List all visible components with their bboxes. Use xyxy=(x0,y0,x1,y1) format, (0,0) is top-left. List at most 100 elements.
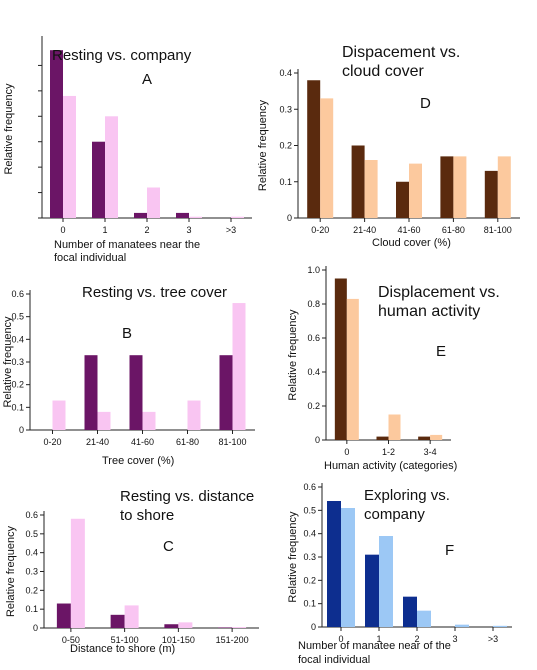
panel-c-x-tick-label: 51-100 xyxy=(111,635,139,645)
panel-b-y-tick-label: 0.1 xyxy=(11,402,24,412)
panel-d-bar xyxy=(440,156,454,218)
panel-a-y-axis-label: Relative frequency xyxy=(3,83,15,175)
panel-d-letter: D xyxy=(420,95,431,112)
panel-d-y-axis-label: Relative frequency xyxy=(257,99,269,191)
panel-e-y-tick-label: 0 xyxy=(315,435,320,445)
panel-d-x-axis-label: Cloud cover (%) xyxy=(372,237,451,249)
panel-c-letter: C xyxy=(163,538,174,555)
panel-f-bar xyxy=(403,596,417,627)
panel-c-x-axis-label: Distance to shore (m) xyxy=(70,643,175,655)
panel-e-y-axis-label: Relative frequency xyxy=(287,309,299,401)
panel-d-x-tick-label: 21-40 xyxy=(353,225,376,235)
panel-f-y-tick-label: 0.5 xyxy=(303,505,316,515)
panel-c-y-tick-label: 0.3 xyxy=(25,567,38,577)
panel-f-y-axis-label: Relative frequency xyxy=(287,511,299,603)
panel-f-bar xyxy=(327,501,341,627)
panel-a-x-axis-label: Number of manatees near the xyxy=(54,239,200,251)
panel-c-y-tick-label: 0.4 xyxy=(25,548,38,558)
panel-c-x-tick-label: 151-200 xyxy=(216,635,249,645)
panel-a-bar xyxy=(231,216,244,218)
panel-a-x-tick-label: >3 xyxy=(226,225,236,235)
panel-b-y-tick-label: 0.2 xyxy=(11,380,24,390)
panel-e-bar xyxy=(334,278,347,440)
panel-b-x-tick-label: 41-60 xyxy=(131,437,154,447)
panel-e-title: human activity xyxy=(378,303,480,320)
panel-e-letter: E xyxy=(436,343,446,360)
panel-b-bar xyxy=(142,411,156,430)
panel-c-y-tick-label: 0.5 xyxy=(25,529,38,539)
panel-a-bar xyxy=(134,212,147,218)
panel-e-bar xyxy=(346,298,359,440)
panel-e-y-tick-label: 0.8 xyxy=(307,299,320,309)
panel-c-bar xyxy=(164,624,179,628)
panel-c-bar xyxy=(70,518,85,628)
panel-c-bar xyxy=(56,603,71,628)
panel-e-y-tick-label: 0.4 xyxy=(307,367,320,377)
panel-d-y-tick-label: 0.1 xyxy=(279,177,292,187)
panel-f-x-axis-label: Number of manatee near of the xyxy=(298,640,451,652)
panel-b-y-tick-label: 0 xyxy=(19,425,24,435)
panel-f-x-axis-label: focal individual xyxy=(298,654,370,666)
panel-e-title: Displacement vs. xyxy=(378,284,500,301)
panel-f-y-tick-label: 0.2 xyxy=(303,575,316,585)
panel-f-x-tick-label: 3 xyxy=(452,634,457,644)
panel-a-x-tick-label: 0 xyxy=(60,225,65,235)
panel-c-bar xyxy=(124,605,139,628)
panel-e-bar xyxy=(376,436,389,440)
panel-a-bar xyxy=(50,50,63,218)
panel-c-y-tick-label: 0.6 xyxy=(25,510,38,520)
panel-b-x-tick-label: 81-100 xyxy=(218,437,246,447)
panel-a-bar xyxy=(189,216,202,218)
panel-e-y-tick-label: 0.6 xyxy=(307,333,320,343)
panel-d-title: cloud cover xyxy=(342,63,424,80)
panel-a-x-axis-label: focal individual xyxy=(54,252,126,264)
panel-f-y-tick-label: 0 xyxy=(311,622,316,632)
panel-a-letter: A xyxy=(142,71,152,88)
panel-a-bar xyxy=(63,95,76,218)
panel-e-x-tick-label: 3-4 xyxy=(424,447,437,457)
panel-f-bar xyxy=(341,508,355,627)
panel-a-x-tick-label: 3 xyxy=(186,225,191,235)
panel-b-letter: B xyxy=(122,325,132,342)
panel-b-bar xyxy=(97,411,111,430)
panel-f-bar xyxy=(455,624,469,627)
panel-b-y-tick-label: 0.4 xyxy=(11,334,24,344)
panel-b-x-tick-label: 21-40 xyxy=(86,437,109,447)
panel-b-bar xyxy=(84,355,98,430)
panel-e-y-tick-label: 0.2 xyxy=(307,401,320,411)
panel-d-y-tick-label: 0.2 xyxy=(279,141,292,151)
panel-c-x-tick-label: 101-150 xyxy=(162,635,195,645)
panel-a-bar xyxy=(176,212,189,218)
panel-c-bar xyxy=(232,627,247,628)
panel-f-bar xyxy=(365,554,379,627)
panel-d-bar xyxy=(453,156,467,218)
panel-f-y-tick-label: 0.4 xyxy=(303,529,316,539)
panel-a-x-tick-label: 1 xyxy=(102,225,107,235)
panel-c-y-tick-label: 0 xyxy=(33,623,38,633)
panel-a-bar xyxy=(105,116,118,218)
panel-c-bar xyxy=(178,622,193,628)
panel-e-x-tick-label: 1-2 xyxy=(382,447,395,457)
panel-c-bar xyxy=(218,627,233,628)
panel-f-bar xyxy=(417,610,431,627)
panel-b-bar xyxy=(129,355,143,430)
panel-d-bar xyxy=(351,145,365,218)
panel-d-y-tick-label: 0.4 xyxy=(279,68,292,78)
panel-e-bar xyxy=(430,434,443,440)
panel-b-x-tick-label: 0-20 xyxy=(43,437,61,447)
panel-b-bar xyxy=(232,303,246,430)
panel-d-x-tick-label: 41-60 xyxy=(397,225,420,235)
panel-f-y-tick-label: 0.6 xyxy=(303,482,316,492)
panel-a-title: Resting vs. company xyxy=(52,47,192,64)
panel-e-y-tick-label: 1.0 xyxy=(307,265,320,275)
panel-d-bar xyxy=(409,163,422,218)
panel-f-x-tick-label: >3 xyxy=(488,634,498,644)
panel-d-y-tick-label: 0 xyxy=(287,213,292,223)
panel-f-letter: F xyxy=(445,542,454,559)
panel-d-x-tick-label: 81-100 xyxy=(484,225,512,235)
panel-d-x-tick-label: 61-80 xyxy=(442,225,465,235)
panel-f-y-tick-label: 0.3 xyxy=(303,552,316,562)
panel-d-bar xyxy=(320,98,334,218)
panel-b-title: Resting vs. tree cover xyxy=(82,284,227,301)
